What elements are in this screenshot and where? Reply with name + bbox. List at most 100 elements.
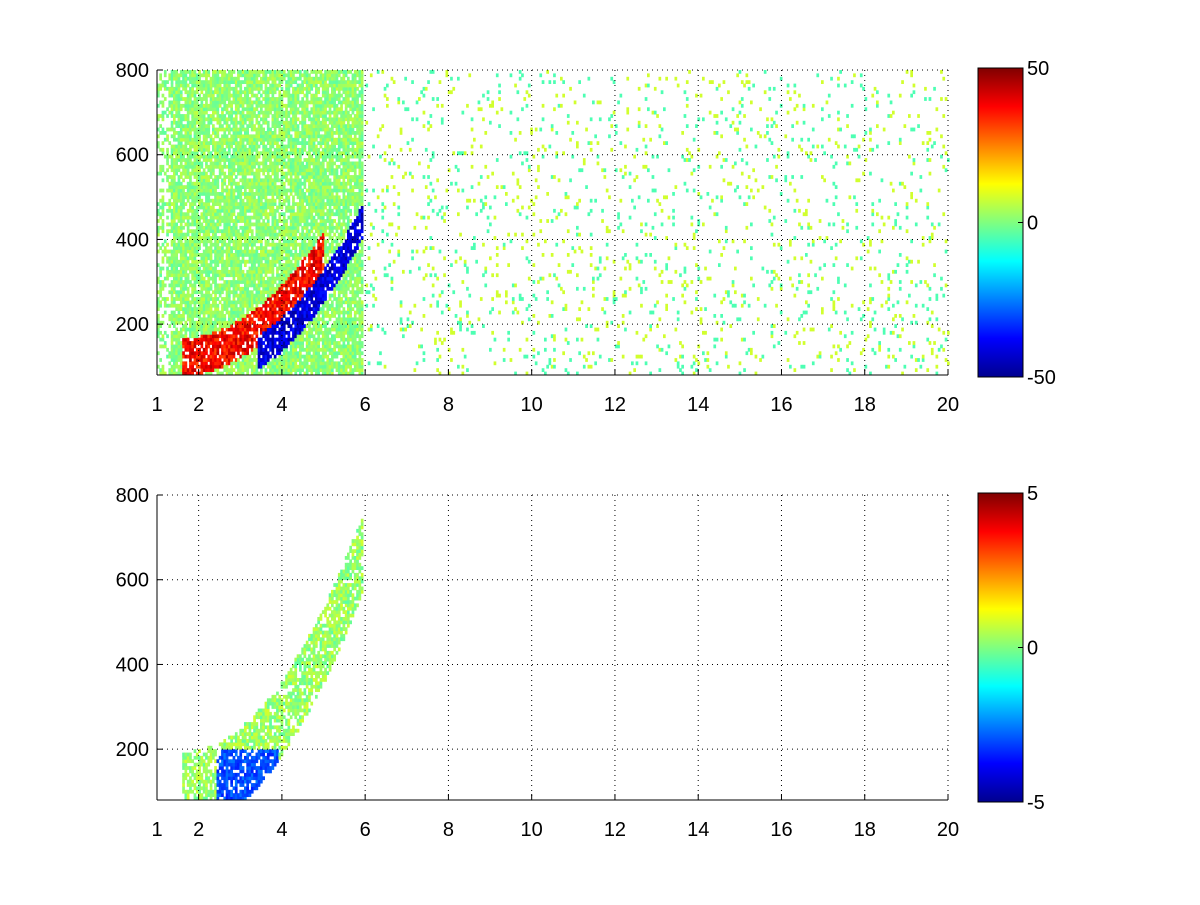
heatmap-cell xyxy=(228,293,231,298)
heatmap-cell xyxy=(216,290,220,295)
heatmap-cell xyxy=(289,205,293,210)
heatmap-cell xyxy=(234,344,238,349)
heatmap-cell xyxy=(305,131,309,135)
heatmap-cell xyxy=(262,320,265,325)
heatmap-cell xyxy=(228,283,231,288)
heatmap-cell xyxy=(266,317,270,322)
heatmap-cell xyxy=(195,151,199,156)
heatmap-cell xyxy=(248,195,252,200)
heatmap-cell xyxy=(237,127,240,132)
heatmap-cell xyxy=(237,320,240,325)
heatmap-cell xyxy=(193,337,197,342)
heatmap-cell xyxy=(193,300,197,305)
heatmap-cell xyxy=(282,330,286,335)
heatmap-cell xyxy=(246,242,249,247)
heatmap-cell xyxy=(250,83,254,88)
heatmap-cell xyxy=(230,266,233,271)
heatmap-cell xyxy=(198,110,201,115)
heatmap-cell xyxy=(241,269,245,274)
heatmap-cell xyxy=(239,103,243,108)
heatmap-cell xyxy=(230,144,233,149)
heatmap-cell xyxy=(214,70,217,74)
heatmap-cell xyxy=(218,70,222,74)
heatmap-cell xyxy=(264,131,268,135)
heatmap-cell xyxy=(260,229,263,234)
heatmap-cell xyxy=(173,208,176,213)
heatmap-cell xyxy=(189,76,192,81)
heatmap-cell xyxy=(221,141,224,145)
heatmap-cell xyxy=(234,293,238,298)
heatmap-cell xyxy=(250,80,254,84)
heatmap-cell xyxy=(184,232,188,237)
heatmap-cell xyxy=(173,100,176,105)
heatmap-cell xyxy=(159,266,162,271)
heatmap-cell xyxy=(266,263,270,267)
heatmap-cell xyxy=(218,286,222,291)
heatmap-cell xyxy=(289,134,293,139)
heatmap-cell xyxy=(200,239,204,244)
heatmap-cell xyxy=(294,225,298,230)
heatmap-cell xyxy=(308,90,311,95)
heatmap-cell xyxy=(276,110,279,115)
heatmap-cell xyxy=(276,83,279,88)
heatmap-cell xyxy=(292,107,295,112)
heatmap-cell xyxy=(186,229,190,234)
heatmap-cell xyxy=(239,303,243,308)
heatmap-cell xyxy=(271,283,275,288)
heatmap-cell xyxy=(193,120,197,125)
heatmap-cell xyxy=(191,334,194,339)
heatmap-cell xyxy=(214,131,217,135)
heatmap-cell xyxy=(269,168,272,173)
heatmap-cell xyxy=(189,249,192,254)
heatmap-cell xyxy=(184,310,188,315)
heatmap-cell xyxy=(273,90,277,95)
heatmap-cell xyxy=(173,239,176,244)
heatmap-cell xyxy=(299,256,302,261)
heatmap-cell xyxy=(189,151,192,156)
heatmap-cell xyxy=(223,198,227,203)
heatmap-cell xyxy=(184,158,188,162)
heatmap-cell xyxy=(305,208,309,213)
heatmap-cell xyxy=(262,222,265,227)
heatmap-cell xyxy=(312,317,316,322)
heatmap-cell xyxy=(191,351,194,356)
heatmap-cell xyxy=(179,300,183,305)
heatmap-cell xyxy=(223,334,227,339)
heatmap-cell xyxy=(228,93,231,98)
heatmap-cell xyxy=(191,171,194,176)
heatmap-cell xyxy=(207,158,211,162)
heatmap-cell xyxy=(223,225,227,230)
heatmap-cell xyxy=(289,151,293,156)
heatmap-cell xyxy=(189,317,192,322)
heatmap-cell xyxy=(250,171,254,176)
heatmap-cell xyxy=(273,310,277,315)
heatmap-cell xyxy=(214,151,217,156)
heatmap-cell xyxy=(198,320,201,325)
heatmap-cell xyxy=(282,307,286,311)
heatmap-cell xyxy=(189,97,192,101)
heatmap-cell xyxy=(262,256,265,261)
heatmap-cell xyxy=(207,70,211,74)
heatmap-cell xyxy=(294,324,298,328)
heatmap-cell xyxy=(299,371,302,376)
heatmap-cell xyxy=(202,314,206,318)
heatmap-cell xyxy=(182,73,185,78)
heatmap-cell xyxy=(198,347,201,352)
heatmap-cell xyxy=(218,195,222,200)
heatmap-cell xyxy=(234,90,238,95)
heatmap-cell xyxy=(198,86,201,91)
heatmap-cell xyxy=(294,144,298,149)
heatmap-cell xyxy=(310,192,314,196)
heatmap-cell xyxy=(193,344,197,349)
heatmap-cell xyxy=(260,192,263,196)
heatmap-cell xyxy=(209,246,213,250)
heatmap-cell xyxy=(296,327,300,332)
heatmap-cell xyxy=(264,161,268,166)
heatmap-cell xyxy=(207,144,211,149)
heatmap-cell xyxy=(157,212,160,217)
heatmap-cell xyxy=(184,320,188,325)
heatmap-cell xyxy=(182,341,185,345)
heatmap-cell xyxy=(170,347,174,352)
heatmap-cell xyxy=(228,137,231,142)
heatmap-cell xyxy=(177,198,181,203)
